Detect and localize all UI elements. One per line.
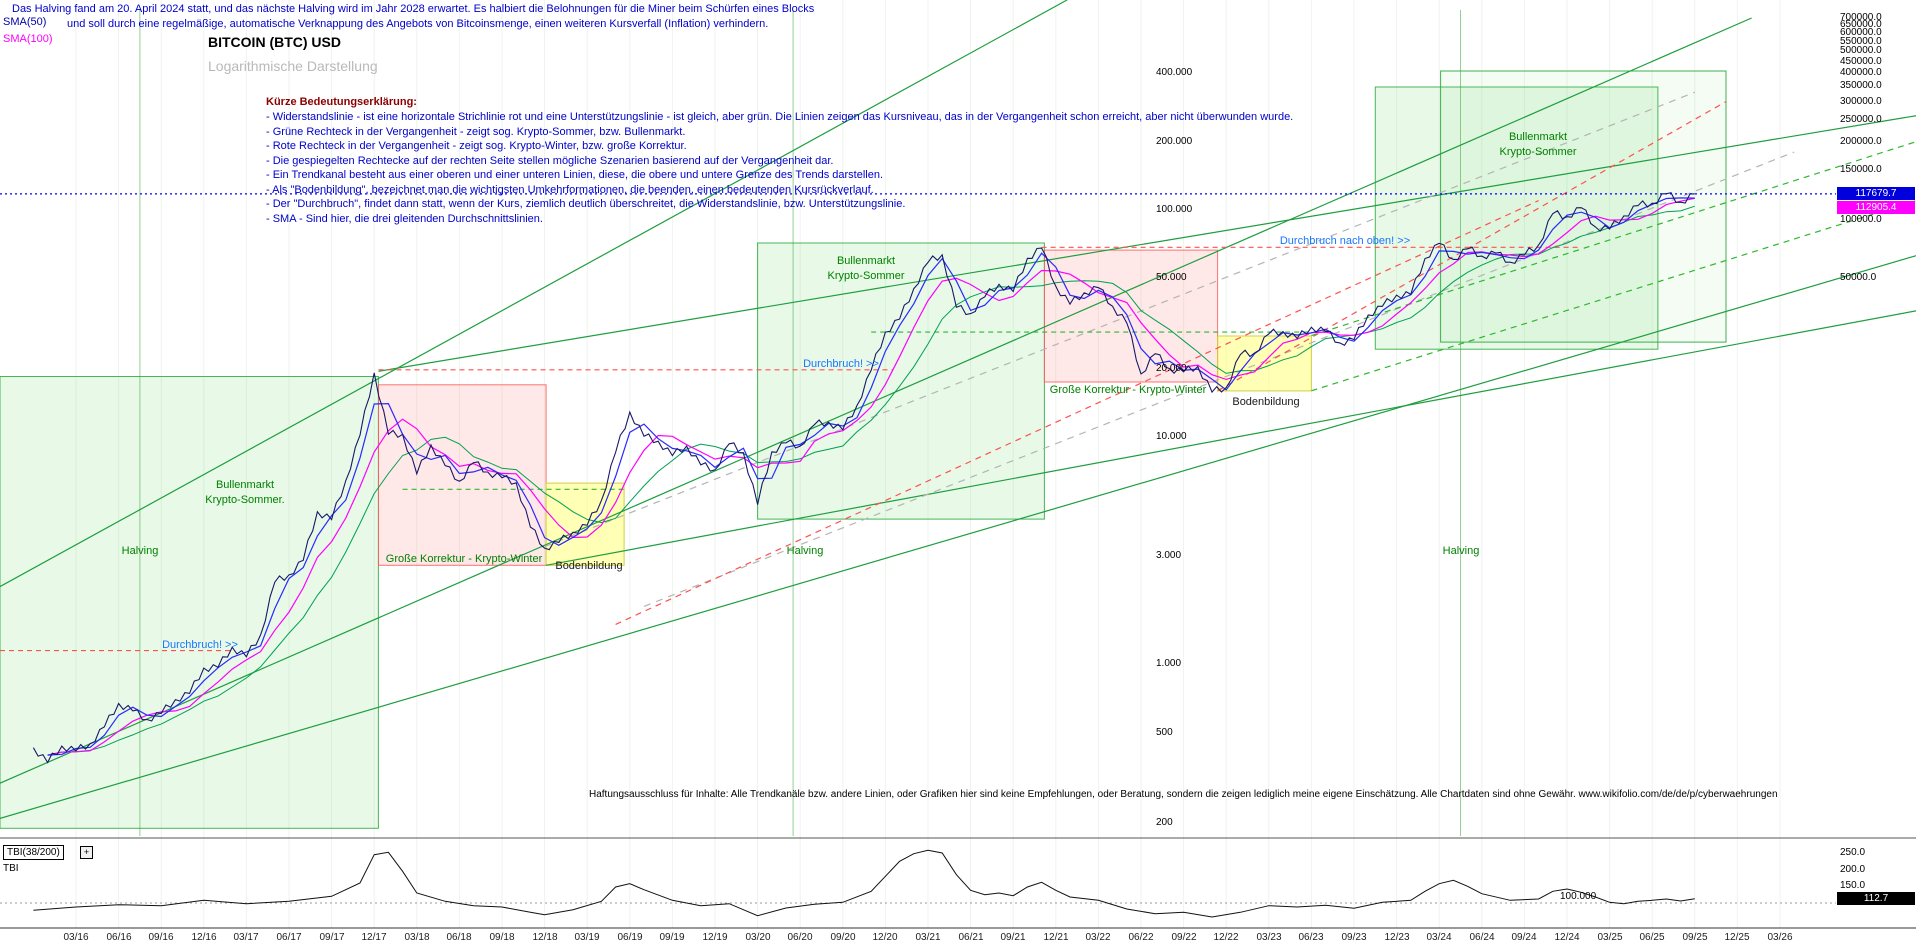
tbi-add-button[interactable]: + xyxy=(80,846,93,859)
